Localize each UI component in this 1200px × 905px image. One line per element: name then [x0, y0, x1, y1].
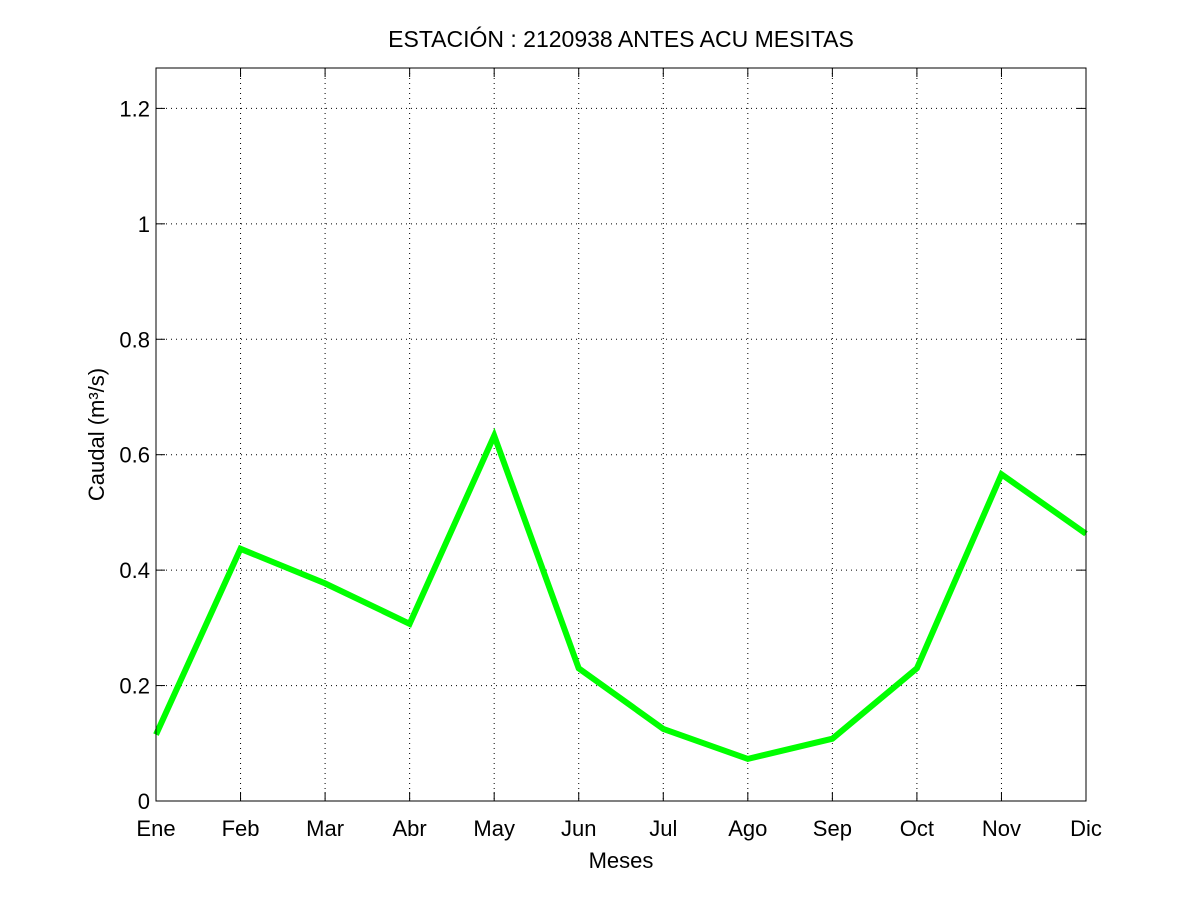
- y-tick-label: 0.2: [119, 674, 150, 699]
- data-point: [916, 667, 918, 669]
- data-point: [831, 738, 833, 740]
- y-tick-label: 1.2: [119, 96, 150, 121]
- y-axis-label: Caudal (m³/s): [84, 368, 109, 501]
- x-tick-label: Sep: [813, 816, 852, 841]
- data-point: [747, 758, 749, 760]
- x-tick-label: Ene: [136, 816, 175, 841]
- y-tick-label: 0.8: [119, 327, 150, 352]
- plot-frame: [155, 67, 1087, 802]
- y-tick-label: 1: [138, 212, 150, 237]
- x-tick-label: Dic: [1070, 816, 1102, 841]
- x-tick-label: Abr: [393, 816, 427, 841]
- data-point: [662, 728, 664, 730]
- data-point: [240, 548, 242, 550]
- x-tick-label: Jun: [561, 816, 596, 841]
- grid-layer: [156, 68, 1086, 801]
- x-axis-label: Meses: [589, 848, 654, 873]
- series-layer: [153, 427, 1088, 763]
- x-tick-label: Jul: [649, 816, 677, 841]
- x-tick-label: Nov: [982, 816, 1021, 841]
- data-point: [324, 582, 326, 584]
- data-point: [409, 623, 411, 625]
- x-tick-label: Oct: [900, 816, 934, 841]
- y-tick-label: 0.4: [119, 558, 150, 583]
- data-point: [493, 435, 495, 437]
- series-line: [153, 427, 1088, 763]
- x-tick-label: May: [473, 816, 515, 841]
- x-tick-label: Mar: [306, 816, 344, 841]
- chart-title: ESTACIÓN : 2120938 ANTES ACU MESITAS: [388, 26, 854, 52]
- x-tick-label: Ago: [728, 816, 767, 841]
- y-tick-label: 0: [138, 789, 150, 814]
- tick-layer: Ene Feb Mar Abr May Jun Jul Ago Sep Oct Nov Dic 0 0.2…: [119, 68, 1102, 841]
- data-point: [1000, 473, 1002, 475]
- x-tick-label: Feb: [222, 816, 260, 841]
- y-tick-label: 0.6: [119, 443, 150, 468]
- data-point: [578, 667, 580, 669]
